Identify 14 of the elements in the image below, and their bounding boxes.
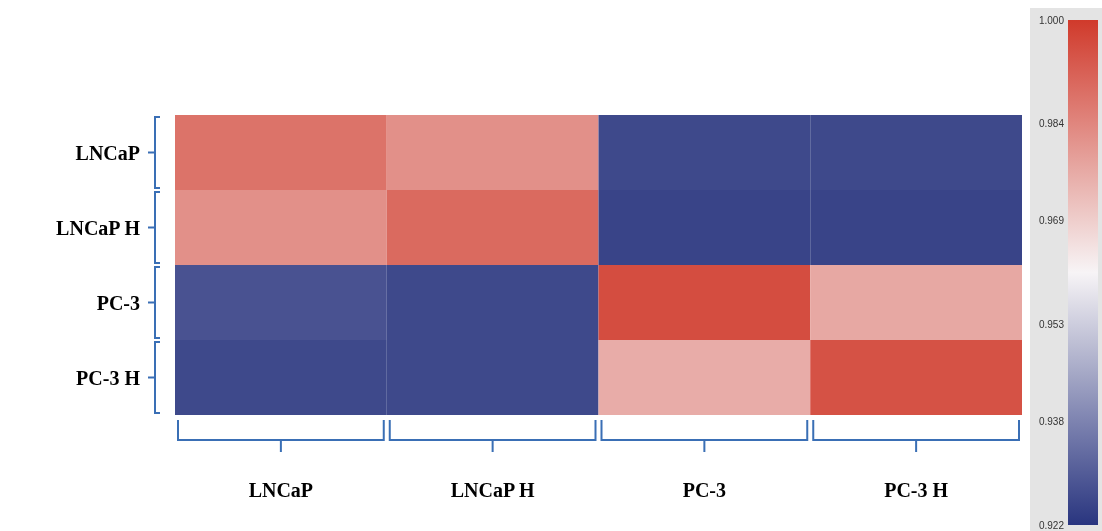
y-tick-label: PC-3: [96, 291, 140, 314]
x-tick-label: LNCaP: [248, 479, 314, 501]
y-tick-label: LNCaP: [75, 141, 140, 164]
color-bar-label: 0.969: [1038, 215, 1065, 227]
color-bar-label: 1.000: [1038, 14, 1065, 26]
x-tick-label: LNCaP H: [450, 479, 536, 501]
color-bar-label: 0.953: [1038, 318, 1065, 330]
y-tick-label: PC-3 H: [76, 366, 141, 389]
x-tick-label: PC-3: [682, 479, 727, 501]
color-bar-label: 0.938: [1038, 415, 1065, 427]
color-bar-label: 0.984: [1038, 118, 1065, 130]
color-bar-label: 0.922: [1038, 519, 1065, 531]
x-tick-label: PC-3 H: [884, 479, 949, 501]
y-tick-label: LNCaP H: [56, 216, 141, 239]
